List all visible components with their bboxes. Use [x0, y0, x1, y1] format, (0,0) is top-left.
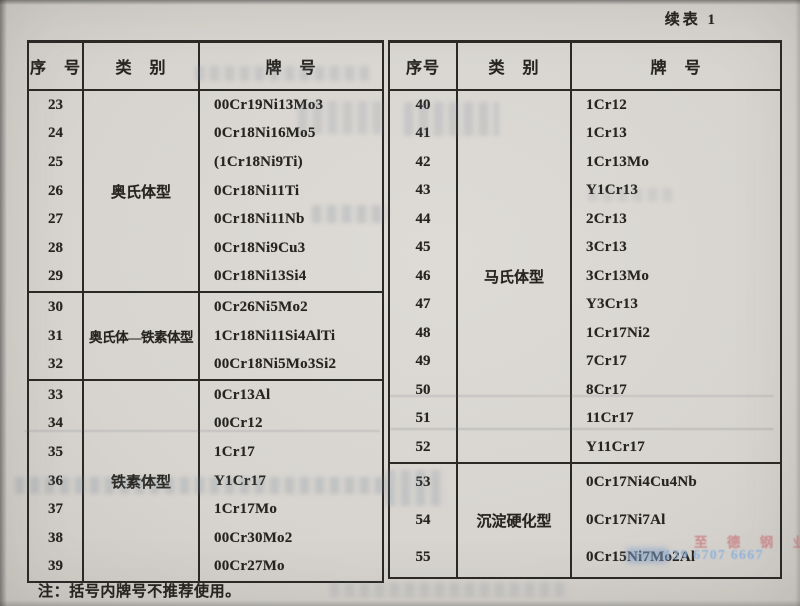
- serial-cell: 36: [29, 466, 84, 496]
- category-group: 奥氏体型 23 00Cr19Ni13Mo3 24 0Cr18Ni16Mo5 25 (1Cr1…: [29, 91, 382, 292]
- grade-cell: 1Cr13Mo: [586, 153, 650, 170]
- serial-cell: 33: [29, 380, 84, 410]
- serial-cell: 35: [29, 438, 84, 467]
- category-cell: 奥氏体型: [84, 91, 200, 292]
- grade-cell: 0Cr18Ni11Ti: [214, 182, 300, 199]
- grade-cell: 0Cr17Ni7Al: [586, 511, 666, 528]
- serial-cell: 51: [390, 404, 458, 433]
- column-header: 牌 号: [650, 60, 702, 77]
- scan-edge-shadow: [0, 0, 800, 5]
- serial-cell: 23: [29, 91, 84, 120]
- grade-cell: 2Cr13: [586, 210, 627, 227]
- grade-cell: 00Cr12: [214, 415, 263, 432]
- serial-cell: 44: [390, 205, 458, 234]
- grade-cell: (1Cr18Ni9Ti): [214, 153, 303, 170]
- grade-cell: 7Cr17: [586, 353, 627, 370]
- serial-cell: 32: [29, 350, 84, 379]
- serial-cell: 39: [29, 552, 84, 582]
- scan-edge-shadow: [795, 0, 800, 606]
- grade-cell: 00Cr18Ni5Mo3Si2: [214, 356, 337, 373]
- serial-cell: 29: [29, 262, 84, 292]
- grade-cell: 0Cr17Ni4Cu4Nb: [586, 473, 697, 490]
- grade-cell: Y3Cr13: [586, 296, 639, 313]
- category-cell: 马氏体型: [458, 91, 572, 462]
- serial-cell: 30: [29, 293, 84, 322]
- grade-cell: 3Cr13: [586, 239, 627, 256]
- column-header: 牌 号: [265, 60, 317, 77]
- grade-cell: 0Cr18Ni13Si4: [214, 268, 307, 285]
- serial-cell: 52: [390, 433, 458, 462]
- grade-cell: 1Cr17: [214, 443, 255, 460]
- column-header: 序号: [390, 43, 458, 89]
- serial-cell: 40: [390, 91, 458, 120]
- column-header: 类 别: [458, 43, 572, 89]
- grade-cell: 8Cr17: [586, 381, 627, 398]
- grade-cell: 0Cr18Ni9Cu3: [214, 239, 306, 256]
- watermark-phone: 139 6707 6667: [664, 548, 764, 563]
- grade-cell: 3Cr13Mo: [586, 267, 650, 284]
- serial-cell: 34: [29, 409, 84, 439]
- scan-ghost-artifact: [330, 582, 570, 597]
- serial-cell: 31: [29, 321, 84, 351]
- steel-table-right: 序号类 别 牌 号马氏体型 40 1Cr12 41 1Cr13 42 1Cr13Mo 43 Y1C…: [388, 40, 782, 579]
- grade-cell: 1Cr18Ni11Si4AlTi: [214, 327, 336, 344]
- grade-cell: 00Cr27Mo: [214, 558, 285, 575]
- footnote: 注：括号内牌号不推荐使用。: [38, 584, 241, 600]
- grade-cell: Y11Cr17: [586, 438, 645, 455]
- serial-cell: 46: [390, 262, 458, 291]
- serial-cell: 38: [29, 523, 84, 553]
- serial-cell: 41: [390, 119, 458, 148]
- grade-cell: 00Cr19Ni13Mo3: [214, 96, 324, 113]
- serial-cell: 50: [390, 376, 458, 405]
- category-group: 铁素体型 33 0Cr13Al 34 00Cr12 35 1Cr17 36 Y1Cr17 37 1C…: [29, 378, 382, 582]
- watermark-smudge: [626, 548, 668, 563]
- column-header: 序 号: [29, 43, 84, 89]
- continuation-table-label: 续表 1: [664, 12, 718, 28]
- category-cell: 沉淀硬化型: [458, 463, 572, 577]
- category-cell: 奥氏体—铁素体型: [84, 293, 200, 379]
- serial-cell: 54: [390, 501, 458, 540]
- grade-cell: 0Cr18Ni16Mo5: [214, 125, 316, 142]
- serial-cell: 43: [390, 176, 458, 205]
- serial-cell: 47: [390, 290, 458, 319]
- serial-cell: 24: [29, 119, 84, 149]
- category-group: 沉淀硬化型530Cr17Ni4Cu4Nb540Cr17Ni7Al550Cr15N…: [390, 461, 780, 577]
- grade-cell: 0Cr18Ni11Nb: [214, 211, 305, 228]
- serial-cell: 53: [390, 463, 458, 502]
- table-header-row: 序号类 别 牌 号: [390, 43, 780, 91]
- serial-cell: 28: [29, 233, 84, 263]
- grade-cell: 1Cr13: [586, 125, 627, 142]
- serial-cell: 49: [390, 347, 458, 376]
- steel-table-left: 序 号类 别 牌 号奥氏体型 23 00Cr19Ni13Mo3 24 0Cr18Ni16M…: [27, 40, 384, 584]
- serial-cell: 25: [29, 148, 84, 177]
- grade-cell: 11Cr17: [586, 410, 634, 427]
- grade-cell: 1Cr17Mo: [214, 501, 278, 518]
- table-header-row: 序 号类 别 牌 号: [29, 43, 382, 91]
- column-header: 类 别: [84, 43, 200, 89]
- grade-cell: 0Cr26Ni5Mo2: [214, 298, 308, 315]
- grade-cell: Y1Cr17: [214, 472, 267, 489]
- grade-cell: 1Cr17Ni2: [586, 324, 651, 341]
- category-cell: 铁素体型: [84, 380, 200, 582]
- serial-cell: 27: [29, 205, 84, 234]
- grade-cell: 0Cr13Al: [214, 386, 271, 403]
- serial-cell: 26: [29, 176, 84, 206]
- serial-cell: 42: [390, 148, 458, 177]
- serial-cell: 45: [390, 233, 458, 262]
- watermark-company: 至 德 钢 业: [694, 535, 800, 550]
- scan-edge-shadow: [0, 0, 7, 606]
- grade-cell: 1Cr12: [586, 96, 627, 113]
- grade-cell: 00Cr30Mo2: [214, 529, 293, 546]
- serial-cell: 37: [29, 495, 84, 524]
- grade-cell: Y1Cr13: [586, 182, 639, 199]
- category-group: 奥氏体—铁素体型 30 0Cr26Ni5Mo2 31 1Cr18Ni11Si4AlTi 3…: [29, 291, 382, 379]
- serial-cell: 48: [390, 319, 458, 348]
- category-group: 马氏体型 40 1Cr12 41 1Cr13 42 1Cr13Mo 43 Y1Cr13 44 2Cr…: [390, 91, 780, 462]
- serial-cell: 55: [390, 539, 458, 577]
